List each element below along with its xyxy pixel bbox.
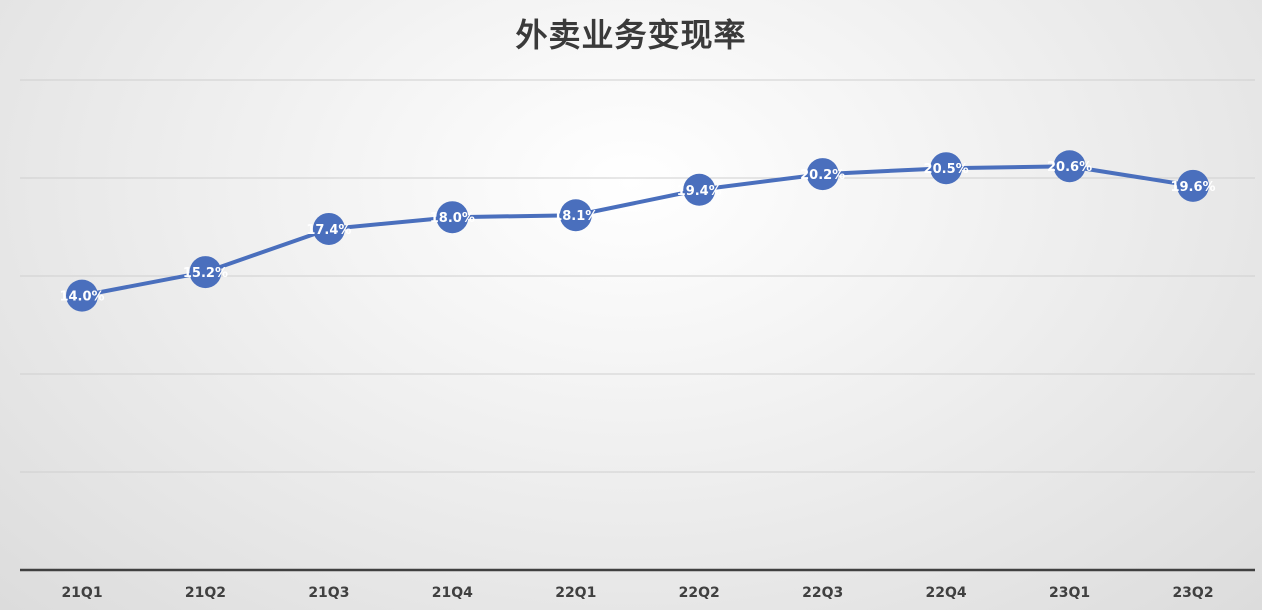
data-point <box>1053 150 1086 183</box>
data-label: 18.1% <box>553 209 598 224</box>
data-point <box>1177 169 1209 202</box>
data-point <box>312 212 345 245</box>
data-point <box>436 201 469 234</box>
x-tick-label: 21Q1 <box>61 585 102 601</box>
gridlines <box>20 79 1255 473</box>
x-tick-label: 23Q2 <box>1172 585 1213 601</box>
series-line <box>80 164 1195 298</box>
data-label: 18.0% <box>430 211 475 226</box>
x-axis: 21Q1 21Q2 21Q3 21Q4 22Q1 22Q2 22Q3 22Q4 23Q1 23Q2 <box>20 568 1255 601</box>
x-tick-label: 22Q1 <box>555 585 596 601</box>
chart-title: 外卖业务变现率 <box>515 16 747 54</box>
data-label: 20.2% <box>800 168 845 183</box>
series-layer <box>80 164 1195 298</box>
data-label: 19.6% <box>1170 180 1215 195</box>
data-label: 20.5% <box>924 162 969 177</box>
x-tick-label: 22Q2 <box>679 585 720 601</box>
x-tick-label: 22Q3 <box>802 585 843 601</box>
x-tick-label: 21Q4 <box>432 585 473 601</box>
x-tick-label: 21Q2 <box>185 585 226 601</box>
data-point <box>559 199 592 232</box>
data-point <box>683 173 716 206</box>
data-label: 19.4% <box>677 184 722 199</box>
data-label: 20.6% <box>1047 160 1092 175</box>
data-label: 14.0% <box>59 290 104 305</box>
data-point <box>930 152 963 185</box>
x-tick-label: 22Q4 <box>926 585 967 601</box>
x-tick-label: 23Q1 <box>1049 585 1090 601</box>
data-point <box>189 256 222 289</box>
data-point <box>66 279 98 312</box>
markers-layer: 14.0% 15.2% 17.4% 18.0% 18.1% 19.4% 20.2% 20.5%… <box>59 150 1216 312</box>
data-label: 17.4% <box>306 223 351 238</box>
data-point <box>806 158 839 191</box>
x-tick-label: 21Q3 <box>308 585 349 601</box>
data-label: 15.2% <box>183 266 228 281</box>
